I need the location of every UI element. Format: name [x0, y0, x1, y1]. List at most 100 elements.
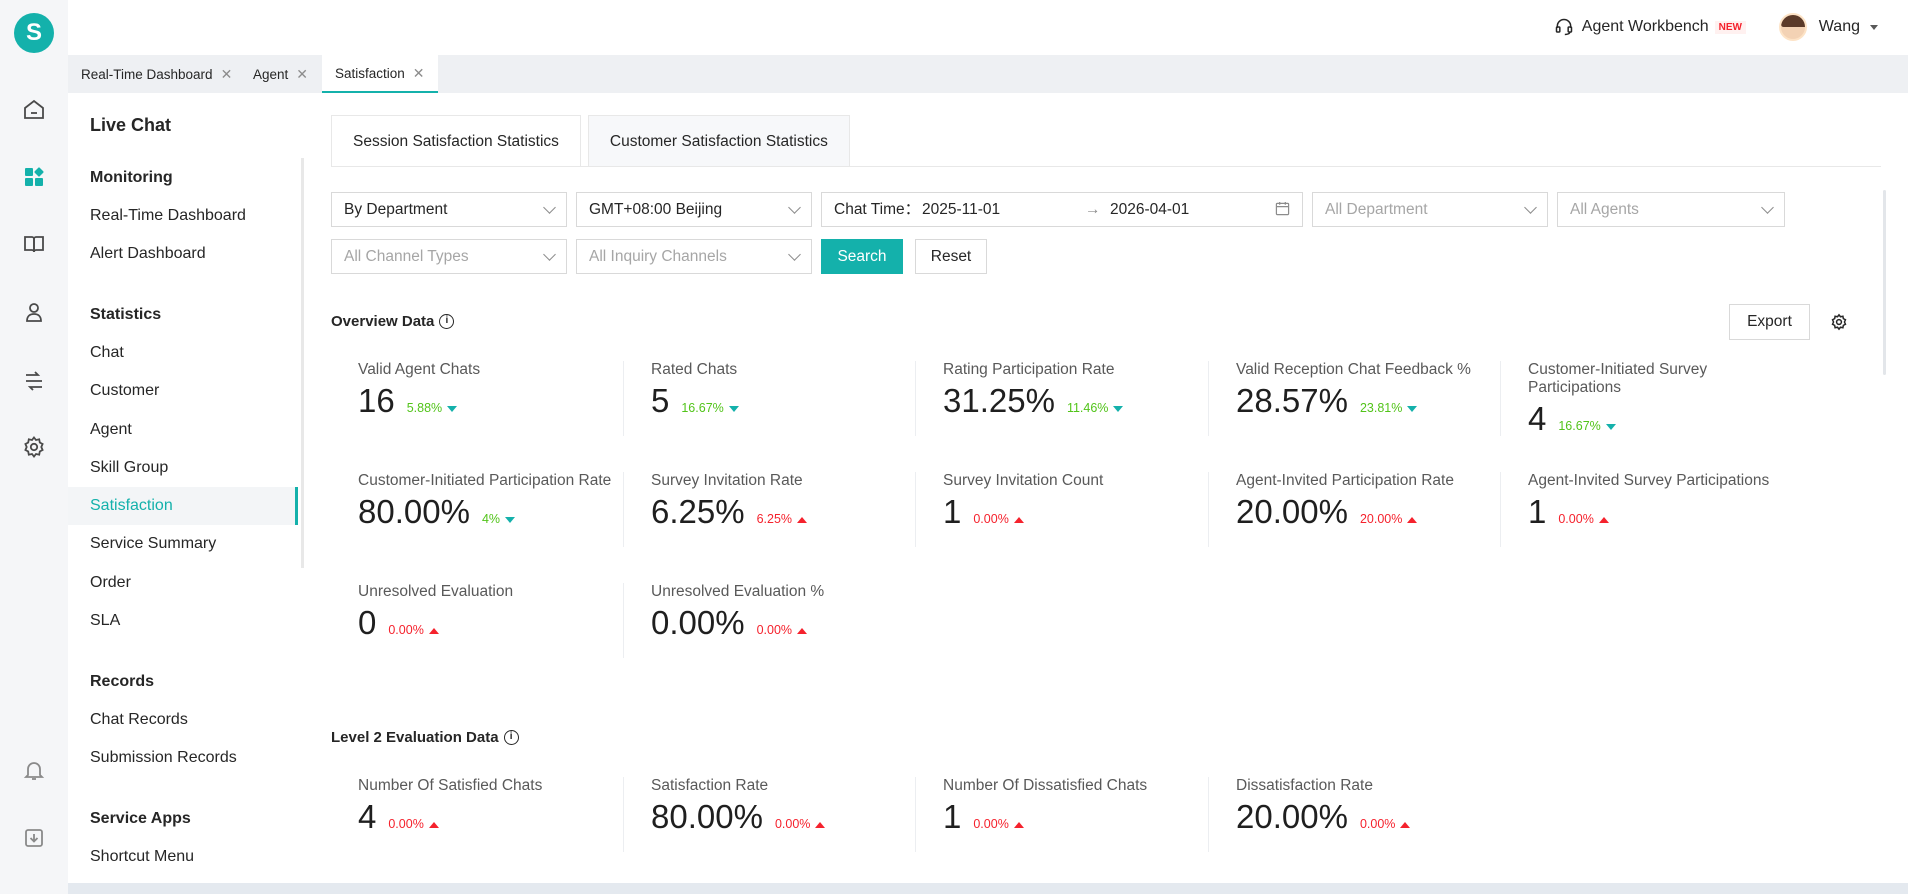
sidebar-item-sla[interactable]: SLA — [90, 612, 121, 629]
close-icon[interactable]: ✕ — [220, 65, 233, 82]
export-button[interactable]: Export — [1729, 304, 1810, 340]
agent-workbench-link[interactable]: Agent Workbench NEW — [1554, 17, 1746, 37]
reset-button[interactable]: Reset — [915, 239, 987, 274]
icon-rail: S — [0, 0, 68, 894]
sidebar-item-order[interactable]: Order — [90, 574, 131, 591]
stat-change: 0.00% — [388, 817, 439, 831]
stat-card: Number Of Dissatisfied Chats 1 0.00% — [915, 777, 1207, 852]
sidebar-item-real-time-dashboard[interactable]: Real-Time Dashboard — [90, 207, 246, 224]
page-tab-agent[interactable]: Agent ✕ — [240, 55, 321, 93]
overview-title-text: Overview Data — [331, 313, 435, 330]
stat-value: 6.25% — [651, 493, 745, 530]
stat-value: 80.00% — [358, 493, 470, 530]
date-end-input[interactable]: 2026-04-01 — [1110, 201, 1190, 218]
agent-workbench-label: Agent Workbench — [1581, 18, 1709, 35]
close-icon[interactable]: ✕ — [412, 64, 425, 81]
agent-icon[interactable] — [20, 298, 48, 326]
stat-value: 20.00% — [1236, 798, 1348, 835]
sidebar-item-satisfaction[interactable]: Satisfaction — [68, 487, 298, 525]
tab-customer-satisfaction[interactable]: Customer Satisfaction Statistics — [587, 115, 850, 167]
sidebar-item-alert-dashboard[interactable]: Alert Dashboard — [90, 245, 206, 262]
new-badge: NEW — [1714, 20, 1746, 34]
sidebar-item-shortcut-menu[interactable]: Shortcut Menu — [90, 848, 195, 865]
inquiry-channels-select[interactable]: All Inquiry Channels — [576, 239, 812, 274]
chevron-down-icon — [543, 248, 556, 261]
gear-icon[interactable] — [1830, 313, 1848, 331]
sidebar-title: Live Chat — [90, 115, 172, 135]
chevron-down-icon — [1761, 201, 1774, 214]
triangle-up-icon — [1598, 516, 1609, 523]
stat-label: Customer-Initiated Participation Rate — [358, 472, 612, 489]
stat-label: Rated Chats — [651, 361, 738, 378]
sidebar-item-chat-records[interactable]: Chat Records — [90, 711, 188, 728]
sidebar-item-chat[interactable]: Chat — [90, 344, 124, 361]
avatar — [1778, 13, 1807, 41]
info-icon[interactable]: i — [439, 314, 455, 329]
stat-label: Survey Invitation Count — [943, 472, 1104, 489]
user-menu[interactable]: Wang — [1778, 13, 1878, 41]
stat-card: Customer-Initiated Survey Participations… — [1500, 361, 1792, 437]
stat-label: Survey Invitation Rate — [651, 472, 803, 489]
triangle-up-icon — [797, 627, 808, 634]
home-icon[interactable] — [20, 96, 48, 124]
triangle-up-icon — [815, 821, 826, 828]
sidebar-item-skill-group[interactable]: Skill Group — [90, 459, 169, 476]
bell-icon[interactable] — [20, 756, 48, 784]
sidebar-item-service-summary[interactable]: Service Summary — [90, 535, 217, 552]
stat-change: 0.00% — [1360, 817, 1411, 831]
stat-label: Rating Participation Rate — [943, 361, 1115, 378]
page-tab-strip: Real-Time Dashboard ✕ Agent ✕ Satisfacti… — [68, 55, 1908, 93]
stat-change: 20.00% — [1360, 512, 1418, 526]
main-scrollbar[interactable] — [1883, 190, 1886, 375]
horizontal-scrollbar[interactable] — [68, 883, 1908, 894]
settings-icon[interactable] — [20, 433, 48, 461]
search-button[interactable]: Search — [821, 239, 903, 274]
dashboard-icon[interactable] — [20, 163, 48, 191]
timezone-select[interactable]: GMT+08:00 Beijing — [576, 192, 812, 227]
triangle-up-icon — [1013, 821, 1024, 828]
stat-change: 0.00% — [973, 512, 1024, 526]
stat-change: 16.67% — [681, 401, 739, 415]
route-icon[interactable] — [20, 367, 48, 395]
stat-value: 0.00% — [651, 604, 745, 641]
sidebar-group-monitoring: Monitoring — [90, 169, 173, 186]
triangle-down-icon — [447, 405, 458, 412]
stat-card: Customer-Initiated Participation Rate 80… — [331, 472, 623, 547]
stat-label: Number Of Satisfied Chats — [358, 777, 543, 794]
top-bar: Agent Workbench NEW Wang — [68, 0, 1908, 55]
channel-types-select[interactable]: All Channel Types — [331, 239, 567, 274]
tab-session-satisfaction[interactable]: Session Satisfaction Statistics — [331, 115, 581, 167]
chat-time-range-picker[interactable]: Chat Time： 2025-11-01 → 2026-04-01 — [821, 192, 1303, 227]
stat-card: Satisfaction Rate 80.00% 0.00% — [623, 777, 915, 852]
app-logo[interactable]: S — [14, 13, 54, 53]
close-icon[interactable]: ✕ — [296, 65, 309, 82]
info-icon[interactable]: i — [503, 730, 519, 745]
sidebar-group-records: Records — [90, 673, 155, 690]
stat-change: 0.00% — [973, 817, 1024, 831]
book-icon[interactable] — [20, 230, 48, 258]
department-select[interactable]: All Department — [1312, 192, 1548, 227]
stat-label: Unresolved Evaluation % — [651, 583, 825, 600]
sidebar-item-agent[interactable]: Agent — [90, 421, 132, 438]
stat-value: 0 — [358, 604, 377, 641]
stat-card: Agent-Invited Participation Rate 20.00% 2… — [1208, 472, 1500, 547]
sidebar-item-customer[interactable]: Customer — [90, 382, 160, 399]
group-by-select[interactable]: By Department — [331, 192, 567, 227]
page-tab-satisfaction[interactable]: Satisfaction ✕ — [322, 55, 438, 93]
page-tab-label: Real-Time Dashboard — [81, 66, 213, 82]
stat-label: Dissatisfaction Rate — [1236, 777, 1373, 794]
sub-tabs: Session Satisfaction Statistics Customer… — [331, 115, 857, 167]
stat-change: 0.00% — [1558, 512, 1609, 526]
stat-change: 0.00% — [775, 817, 826, 831]
stat-value: 5 — [651, 382, 670, 419]
date-start-input[interactable]: 2025-11-01 — [922, 201, 1001, 218]
stat-label: Agent-Invited Participation Rate — [1236, 472, 1454, 489]
page-tab-real-time-dashboard[interactable]: Real-Time Dashboard ✕ — [68, 55, 245, 93]
sidebar-scrollbar[interactable] — [301, 158, 304, 568]
sidebar-item-submission-records[interactable]: Submission Records — [90, 749, 237, 766]
chevron-down-icon — [1870, 24, 1878, 30]
download-icon[interactable] — [20, 824, 48, 852]
agents-select[interactable]: All Agents — [1557, 192, 1785, 227]
stat-card: Dissatisfaction Rate 20.00% 0.00% — [1208, 777, 1500, 852]
arrow-right-icon: → — [1085, 201, 1101, 218]
